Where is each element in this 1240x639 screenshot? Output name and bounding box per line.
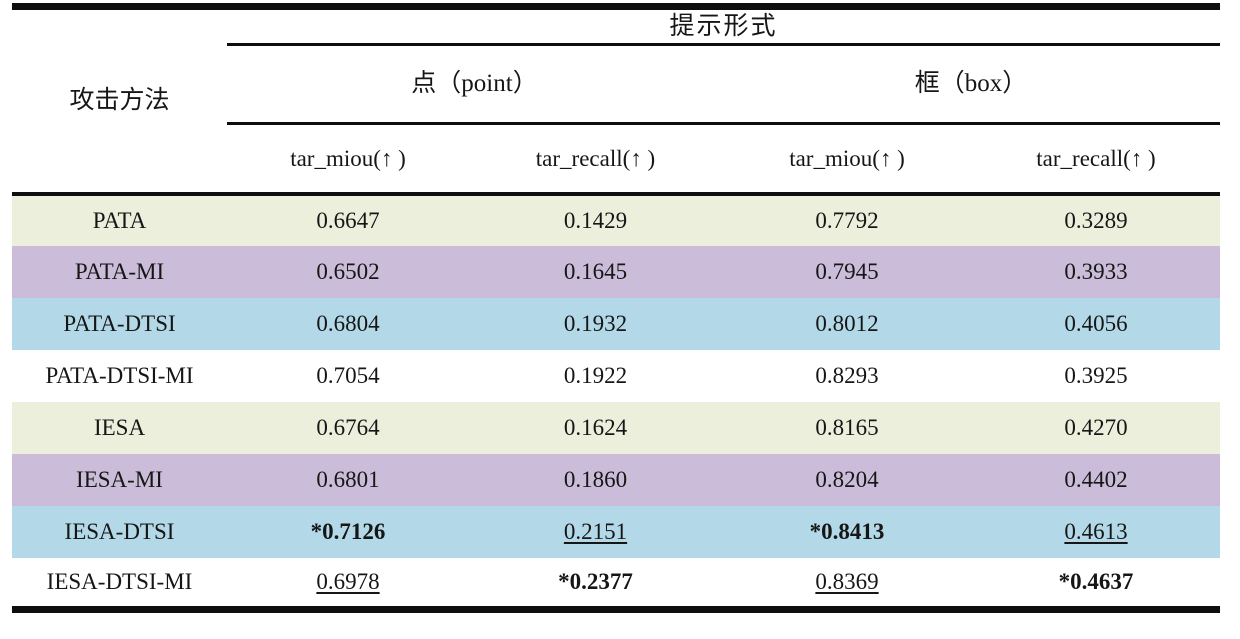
method-cell: IESA-DTSI-MI <box>12 557 227 610</box>
value-cell: 0.1922 <box>469 349 722 402</box>
table-row-pata-mi: PATA-MI 0.6502 0.1645 0.7945 0.3933 <box>12 245 1221 298</box>
table-row-iesa-mi: IESA-MI 0.6801 0.1860 0.8204 0.4402 <box>12 453 1221 506</box>
value-cell: *0.8413 <box>722 505 972 558</box>
metric-header-point-tar-recall: tar_recall(↑ ) <box>469 123 722 196</box>
value-cell: 0.1932 <box>469 297 722 350</box>
table-row-iesa-dtsi: IESA-DTSI *0.7126 0.2151 *0.8413 0.4613 <box>12 505 1221 558</box>
table-row-pata-dtsi: PATA-DTSI 0.6804 0.1932 0.8012 0.4056 <box>12 297 1221 350</box>
table-row-iesa-dtsi-mi: IESA-DTSI-MI 0.6978 *0.2377 0.8369 *0.46… <box>12 557 1221 610</box>
method-cell: IESA-DTSI <box>12 505 227 558</box>
value-cell: 0.2151 <box>469 505 722 558</box>
metric-header-box-tar-miou: tar_miou(↑ ) <box>722 123 972 196</box>
value-cell: 0.8165 <box>722 401 972 454</box>
value-cell: 0.7054 <box>227 349 469 402</box>
value-cell: 0.8369 <box>722 557 972 610</box>
value-cell: 0.6978 <box>227 557 469 610</box>
method-cell: IESA-MI <box>12 453 227 506</box>
value-cell: 0.3925 <box>972 349 1221 402</box>
table-row-pata-dtsi-mi: PATA-DTSI-MI 0.7054 0.1922 0.8293 0.3925 <box>12 349 1221 402</box>
method-cell: PATA-MI <box>12 245 227 298</box>
value-cell: 0.1429 <box>469 193 722 246</box>
value-cell: 0.1645 <box>469 245 722 298</box>
value-cell: 0.3289 <box>972 193 1221 246</box>
value-cell: 0.6804 <box>227 297 469 350</box>
method-cell: PATA-DTSI-MI <box>12 349 227 402</box>
value-cell: 0.6764 <box>227 401 469 454</box>
value-cell: 0.6502 <box>227 245 469 298</box>
value-cell: 0.8012 <box>722 297 972 350</box>
table-row-pata: PATA 0.6647 0.1429 0.7792 0.3289 <box>12 193 1221 246</box>
attack-results-table: 攻击方法 提示形式 点（point） 框（box） tar_miou(↑ ) t… <box>12 3 1221 613</box>
header-row-prompt-form: 攻击方法 提示形式 <box>12 6 1221 196</box>
value-cell: 0.4613 <box>972 505 1221 558</box>
value-cell: 0.8204 <box>722 453 972 506</box>
header-row-groups: 点（point） 框（box） <box>12 44 1221 125</box>
metric-header-box-tar-recall: tar_recall(↑ ) <box>972 123 1221 196</box>
value-cell: 0.8293 <box>722 349 972 402</box>
value-cell: *0.7126 <box>227 505 469 558</box>
value-cell: 0.6647 <box>227 193 469 246</box>
value-cell: 0.7945 <box>722 245 972 298</box>
value-cell: *0.4637 <box>972 557 1221 610</box>
span-header-prompt-form: 提示形式 <box>227 6 1221 46</box>
value-cell: *0.2377 <box>469 557 722 610</box>
group-header-point: 点（point） <box>227 44 722 125</box>
corner-header-attack-method: 攻击方法 <box>12 6 227 196</box>
value-cell: 0.3933 <box>972 245 1221 298</box>
value-cell: 0.4270 <box>972 401 1221 454</box>
method-cell: PATA <box>12 193 227 246</box>
value-cell: 0.7792 <box>722 193 972 246</box>
value-cell: 0.6801 <box>227 453 469 506</box>
value-cell: 0.1860 <box>469 453 722 506</box>
group-header-box: 框（box） <box>722 44 1221 125</box>
value-cell: 0.4056 <box>972 297 1221 350</box>
value-cell: 0.4402 <box>972 453 1221 506</box>
metric-header-point-tar-miou: tar_miou(↑ ) <box>227 123 469 196</box>
header-row-metrics: tar_miou(↑ ) tar_recall(↑ ) tar_miou(↑ )… <box>12 123 1221 196</box>
value-cell: 0.1624 <box>469 401 722 454</box>
results-table-container: 攻击方法 提示形式 点（point） 框（box） tar_miou(↑ ) t… <box>12 3 1221 613</box>
table-row-iesa: IESA 0.6764 0.1624 0.8165 0.4270 <box>12 401 1221 454</box>
method-cell: PATA-DTSI <box>12 297 227 350</box>
method-cell: IESA <box>12 401 227 454</box>
